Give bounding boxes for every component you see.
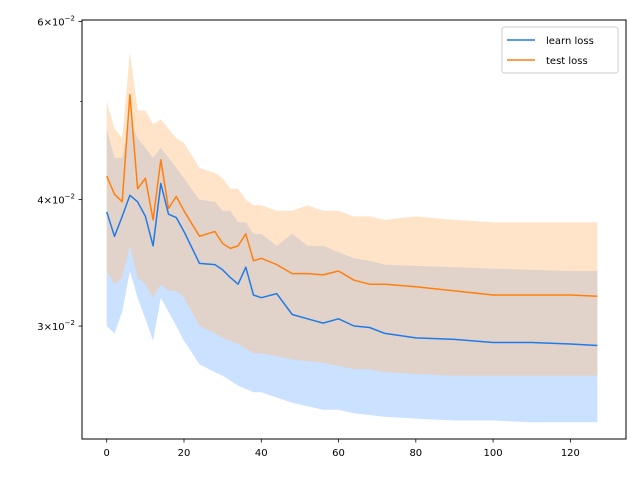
x-axis: 0 20 40 60 80 100 120 [104,439,580,459]
y-axis: 3×10−2 4×10−2 6×10−2 [37,14,82,333]
x-tick-label: 100 [484,448,503,459]
x-tick-label: 20 [178,448,191,459]
legend-label: test loss [546,56,588,67]
series-lines [105,93,598,347]
x-tick-label: 120 [561,448,580,459]
plot-frame [81,19,627,440]
series-1-line [106,93,598,298]
y-tick-label: 4×10−2 [37,193,75,207]
series-1-band [106,51,598,376]
legend-label: learn loss [546,36,594,47]
x-tick-label: 60 [332,448,345,459]
y-tick-label: 3×10−2 [37,319,75,333]
y-tick-label: 6×10−2 [37,14,75,28]
legend-box [501,26,619,74]
x-tick-label: 40 [255,448,268,459]
x-tick-label: 0 [104,448,110,459]
confidence-bands [106,51,598,423]
x-tick-label: 80 [409,448,422,459]
series-0-line [105,182,598,347]
series-0-band [106,119,598,423]
legend: learn loss test loss [501,26,619,74]
